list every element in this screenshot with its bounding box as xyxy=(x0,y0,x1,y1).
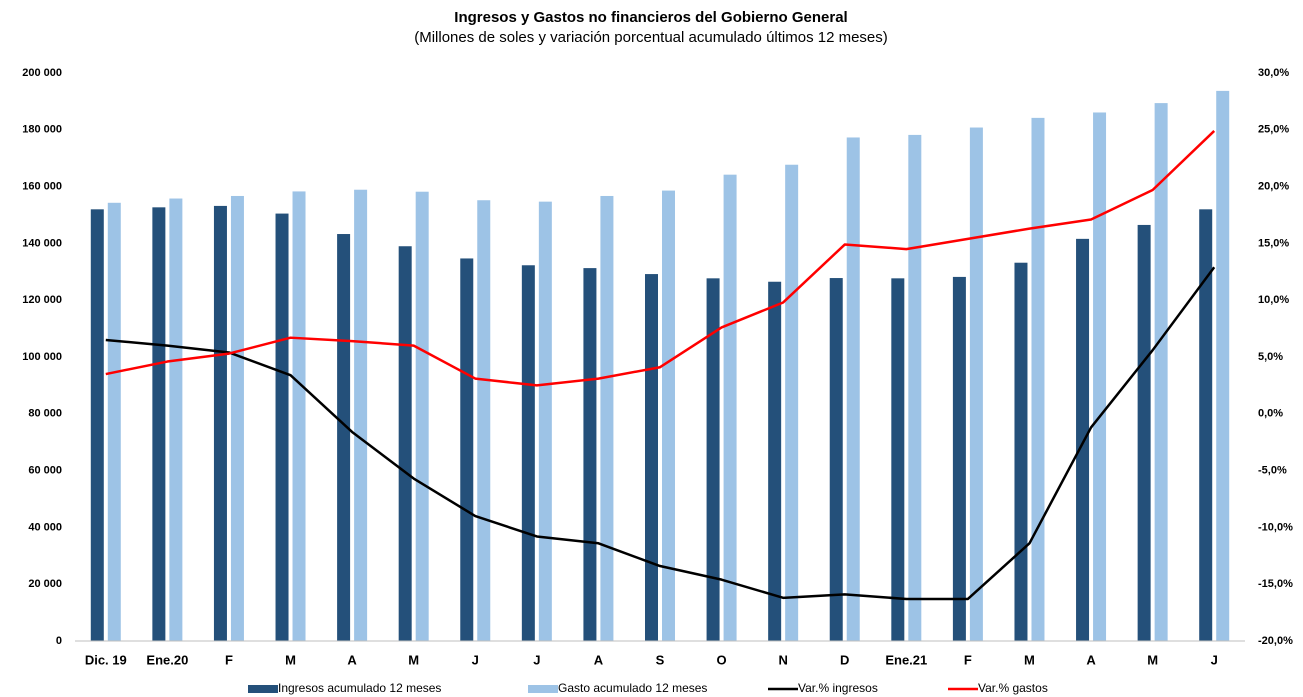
y-tick-label: 120 000 xyxy=(22,294,62,306)
bar xyxy=(846,137,860,641)
y2-tick-label: 10,0% xyxy=(1258,294,1289,306)
bar xyxy=(230,195,244,642)
x-tick-label: Ene.21 xyxy=(885,652,927,667)
x-tick-label: J xyxy=(472,652,479,667)
x-tick-label: M xyxy=(408,652,419,667)
y-tick-label: 80 000 xyxy=(28,408,62,420)
bar xyxy=(768,281,782,641)
y2-tick-label: 0,0% xyxy=(1258,408,1283,420)
bar xyxy=(477,200,491,641)
y-tick-label: 60 000 xyxy=(28,465,62,477)
legend-swatch xyxy=(528,685,558,693)
x-tick-label: M xyxy=(1024,652,1035,667)
bar xyxy=(107,202,121,641)
y2-tick-label: 30,0% xyxy=(1258,67,1289,79)
bar xyxy=(521,265,535,641)
bar xyxy=(292,191,306,642)
x-tick-label: M xyxy=(1147,652,1158,667)
bar xyxy=(1014,262,1028,641)
bar xyxy=(90,209,104,641)
bar xyxy=(1216,90,1230,642)
bar xyxy=(908,134,922,642)
y2-tick-label: 15,0% xyxy=(1258,237,1289,249)
y-tick-label: 20 000 xyxy=(28,578,62,590)
y-tick-label: 100 000 xyxy=(22,351,62,363)
x-tick-label: Ene.20 xyxy=(146,652,188,667)
bar xyxy=(1093,112,1107,641)
bar xyxy=(415,191,429,641)
bar xyxy=(600,195,614,642)
bar xyxy=(275,213,289,641)
bar xyxy=(1137,224,1151,641)
bar xyxy=(1076,238,1090,641)
y-tick-label: 160 000 xyxy=(22,181,62,193)
bar xyxy=(398,246,412,642)
bar xyxy=(952,276,966,641)
x-tick-label: N xyxy=(778,652,787,667)
bar xyxy=(460,258,474,641)
y-tick-label: 40 000 xyxy=(28,521,62,533)
bar xyxy=(337,234,351,641)
bar xyxy=(538,201,552,642)
legend-label: Var.% ingresos xyxy=(798,681,878,695)
y-tick-label: 140 000 xyxy=(22,237,62,249)
legend-label: Gasto acumulado 12 meses xyxy=(558,681,707,695)
x-tick-label: F xyxy=(964,652,972,667)
x-tick-label: A xyxy=(594,652,604,667)
x-tick-label: J xyxy=(1211,652,1218,667)
bar xyxy=(645,274,658,641)
x-tick-label: J xyxy=(533,652,540,667)
y2-tick-label: -20,0% xyxy=(1258,635,1293,647)
x-tick-label: M xyxy=(285,652,296,667)
y2-tick-label: -15,0% xyxy=(1258,578,1293,590)
bar xyxy=(829,278,843,641)
bar xyxy=(354,189,368,641)
y2-tick-label: 20,0% xyxy=(1258,181,1289,193)
x-tick-label: A xyxy=(347,652,357,667)
x-tick-label: S xyxy=(656,652,665,667)
y-tick-label: 200 000 xyxy=(22,67,62,79)
line xyxy=(105,130,1216,387)
x-tick-label: D xyxy=(840,652,849,667)
bar xyxy=(969,127,983,641)
y-tick-label: 180 000 xyxy=(22,124,62,136)
bar xyxy=(152,207,166,641)
line xyxy=(105,266,1216,601)
bar xyxy=(213,205,227,642)
x-tick-label: A xyxy=(1086,652,1096,667)
bar xyxy=(1031,117,1045,641)
bar xyxy=(169,198,183,641)
bar xyxy=(891,278,905,641)
bar xyxy=(662,190,675,642)
bar xyxy=(583,268,597,641)
y2-tick-label: -10,0% xyxy=(1258,521,1293,533)
y-tick-label: 0 xyxy=(56,635,62,647)
legend-label: Var.% gastos xyxy=(978,681,1048,695)
chart-title: Ingresos y Gastos no financieros del Gob… xyxy=(454,9,847,26)
bar xyxy=(723,174,737,641)
bar xyxy=(785,164,799,641)
bar xyxy=(1199,209,1213,641)
y2-tick-label: -5,0% xyxy=(1258,465,1287,477)
y2-tick-label: 5,0% xyxy=(1258,351,1283,363)
bar xyxy=(706,278,720,641)
legend-label: Ingresos acumulado 12 meses xyxy=(278,681,441,695)
x-tick-label: O xyxy=(717,652,727,667)
y2-tick-label: 25,0% xyxy=(1258,124,1289,136)
chart-subtitle: (Millones de soles y variación porcentua… xyxy=(414,29,888,46)
x-tick-label: F xyxy=(225,652,233,667)
x-tick-label: Dic. 19 xyxy=(85,652,127,667)
legend-swatch xyxy=(248,685,278,693)
bar xyxy=(1154,103,1168,641)
